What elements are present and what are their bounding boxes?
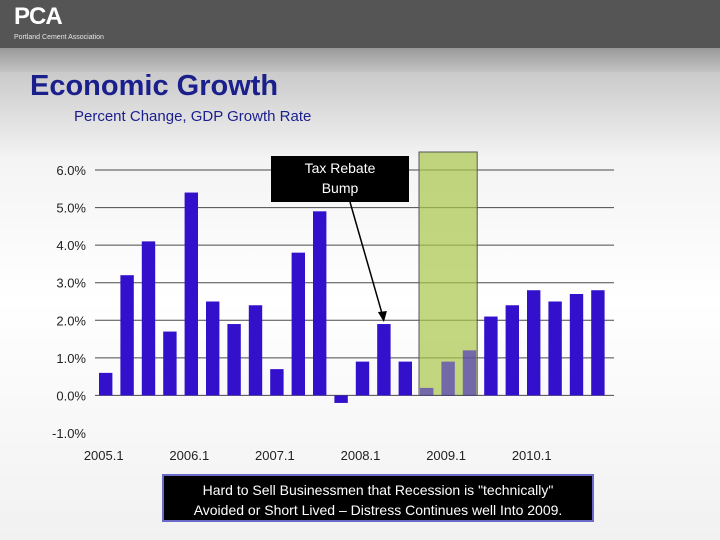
- bar: [313, 211, 327, 396]
- bar: [484, 316, 498, 396]
- y-tick-label: 5.0%: [56, 201, 86, 216]
- bar: [527, 290, 541, 396]
- y-tick-label: 2.0%: [56, 313, 86, 328]
- bar: [141, 241, 156, 396]
- header-band: [0, 48, 720, 72]
- bar: [548, 301, 562, 396]
- note-line: Avoided or Short Lived – Distress Contin…: [193, 502, 563, 518]
- y-tick-label: 1.0%: [56, 351, 86, 366]
- bar: [377, 324, 391, 396]
- callout-arrow-line: [349, 201, 385, 321]
- x-tick-label: 2005.1: [84, 448, 124, 463]
- bar: [184, 192, 198, 396]
- y-tick-label: 6.0%: [56, 163, 86, 178]
- bar: [206, 301, 220, 396]
- tax-rebate-callout: Tax Rebate Bump: [271, 156, 409, 202]
- logo-subtitle: Portland Cement Association: [14, 34, 104, 41]
- bar: [569, 293, 584, 396]
- bar: [227, 324, 241, 396]
- x-tick-label: 2010.1: [512, 448, 552, 463]
- bar: [398, 361, 412, 396]
- pca-logo: PCA Portland Cement Association: [14, 3, 104, 42]
- y-tick-label: 3.0%: [56, 276, 86, 291]
- y-tick-label: 0.0%: [56, 388, 86, 403]
- y-tick-label: 4.0%: [56, 238, 86, 253]
- note-line: Hard to Sell Businessmen that Recession …: [202, 482, 554, 498]
- callout-line: Bump: [321, 180, 359, 196]
- bar: [248, 305, 263, 396]
- header-bar: PCA Portland Cement Association: [0, 0, 720, 48]
- y-tick-label: -1.0%: [52, 426, 86, 441]
- x-tick-label: 2009.1: [426, 448, 466, 463]
- callout-line: Tax Rebate: [304, 160, 376, 176]
- x-tick-label: 2007.1: [255, 448, 295, 463]
- callout-arrow-head: [377, 311, 387, 323]
- bar: [420, 387, 434, 396]
- logo-mark: PCA: [14, 3, 63, 30]
- bar: [462, 350, 477, 396]
- bar: [291, 252, 305, 396]
- bar: [120, 275, 134, 396]
- bar: [505, 305, 519, 396]
- bar: [163, 331, 177, 396]
- x-tick-label: 2006.1: [169, 448, 209, 463]
- slide-subtitle: Percent Change, GDP Growth Rate: [74, 108, 312, 125]
- recession-note: Hard to Sell Businessmen that Recession …: [162, 474, 594, 522]
- bar: [334, 395, 348, 403]
- bar: [99, 372, 113, 396]
- slide-title: Economic Growth: [30, 70, 279, 102]
- bar: [270, 369, 284, 396]
- bar: [441, 361, 455, 396]
- bar: [591, 290, 605, 396]
- bar: [355, 361, 370, 396]
- x-tick-label: 2008.1: [341, 448, 381, 463]
